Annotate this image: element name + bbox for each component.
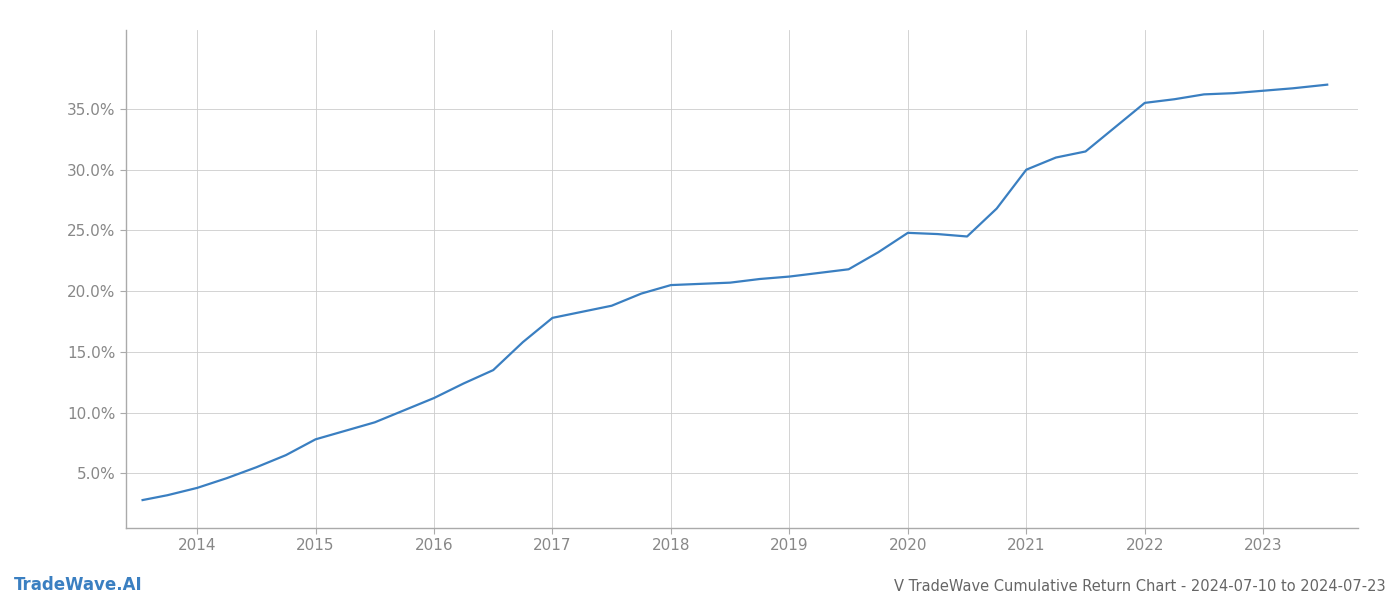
Text: TradeWave.AI: TradeWave.AI xyxy=(14,576,143,594)
Text: V TradeWave Cumulative Return Chart - 2024-07-10 to 2024-07-23: V TradeWave Cumulative Return Chart - 20… xyxy=(895,579,1386,594)
